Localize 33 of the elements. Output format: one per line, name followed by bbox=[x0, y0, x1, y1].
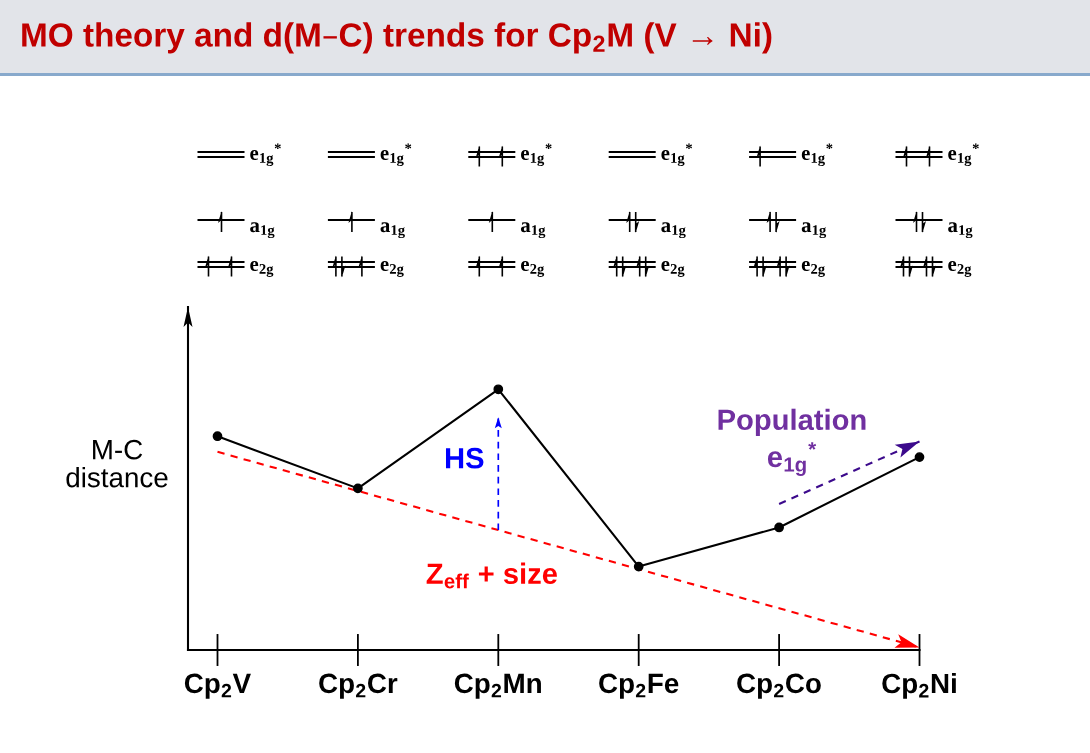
chart-title: MO theory and d(M–C) trends for Cp$_{2}$M (V → Ni) bbox=[22, 22, 772, 54]
point bbox=[212, 431, 223, 442]
y-axis-title: M-C distance bbox=[66, 439, 168, 488]
text: a$_{1g}$ bbox=[380, 222, 405, 239]
annotation: HS bbox=[445, 447, 484, 469]
text: e$_{1g}$$^{*}$ bbox=[948, 143, 979, 166]
point bbox=[633, 561, 644, 572]
text: e$_{1g}$$^{*}$ bbox=[380, 143, 412, 166]
text: a$_{1g}$ bbox=[661, 222, 686, 239]
series-label: Z$_{eff}$ + size bbox=[426, 562, 557, 589]
point bbox=[774, 522, 784, 533]
text: e$_{1g}$$^{*}$ bbox=[661, 143, 693, 166]
text: e$_{2g}$ bbox=[661, 261, 685, 277]
text: a$_{1g}$ bbox=[520, 222, 546, 239]
x-tick-label: Cp$_{2}$V bbox=[184, 673, 251, 699]
x-tick-label: Cp$_{2}$Ni bbox=[882, 672, 956, 699]
text: e$_{1g}$$^{*}$ bbox=[521, 143, 552, 166]
text: a$_{1g}$ bbox=[250, 222, 275, 239]
x-tick-label: Cp$_{2}$Fe bbox=[599, 673, 679, 699]
point bbox=[353, 483, 363, 494]
text: e$_{2g}$ bbox=[948, 261, 972, 277]
text: e$_{2g}$ bbox=[250, 261, 274, 277]
text: e$_{1g}$$^{*}$ bbox=[801, 143, 833, 166]
x-tick-label: Cp$_{2}$Mn bbox=[454, 673, 541, 699]
x-tick-label: Cp$_{2}$Cr bbox=[319, 673, 398, 699]
text: e$_{1g}$$^{*}$ bbox=[250, 143, 281, 166]
text: a$_{1g}$ bbox=[801, 222, 827, 239]
text: a$_{1g}$ bbox=[948, 222, 973, 239]
text: e$_{2g}$ bbox=[380, 261, 404, 277]
x-tick-label: Cp$_{2}$Co bbox=[737, 673, 821, 699]
text: e$_{2g}$ bbox=[801, 261, 825, 277]
text: e$_{2g}$ bbox=[521, 261, 545, 277]
point bbox=[493, 384, 504, 395]
